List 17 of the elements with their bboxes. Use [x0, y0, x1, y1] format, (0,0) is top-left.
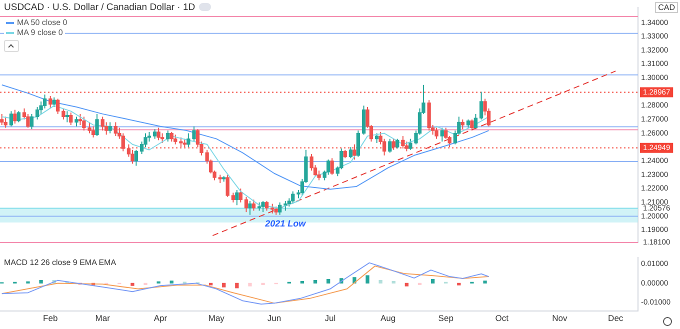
- legend-label: MA 9 close 0: [17, 28, 63, 37]
- x-tick-label: Feb: [43, 313, 58, 324]
- x-tick-label: Jun: [267, 313, 282, 324]
- x-tick-label: Aug: [380, 313, 396, 324]
- x-tick-label: Dec: [608, 313, 624, 324]
- x-tick-label: Sep: [438, 313, 454, 324]
- x-tick-label: Jul: [324, 313, 336, 324]
- x-tick-label: Oct: [495, 313, 510, 324]
- text: CAD: [655, 2, 678, 13]
- chart-title: USDCAD · U.S. Dollar / Canadian Dollar · 1D: [4, 2, 196, 13]
- annotation: 2021 Low: [264, 218, 307, 229]
- x-tick-label: May: [208, 313, 226, 324]
- x-tick-label: Mar: [95, 313, 110, 324]
- chart-title: MACD 12 26 close 9 EMA EMA: [4, 258, 116, 267]
- x-tick-label: Apr: [154, 313, 168, 324]
- x-tick-label: Nov: [552, 313, 568, 324]
- legend-label: MA 50 close 0: [17, 18, 68, 27]
